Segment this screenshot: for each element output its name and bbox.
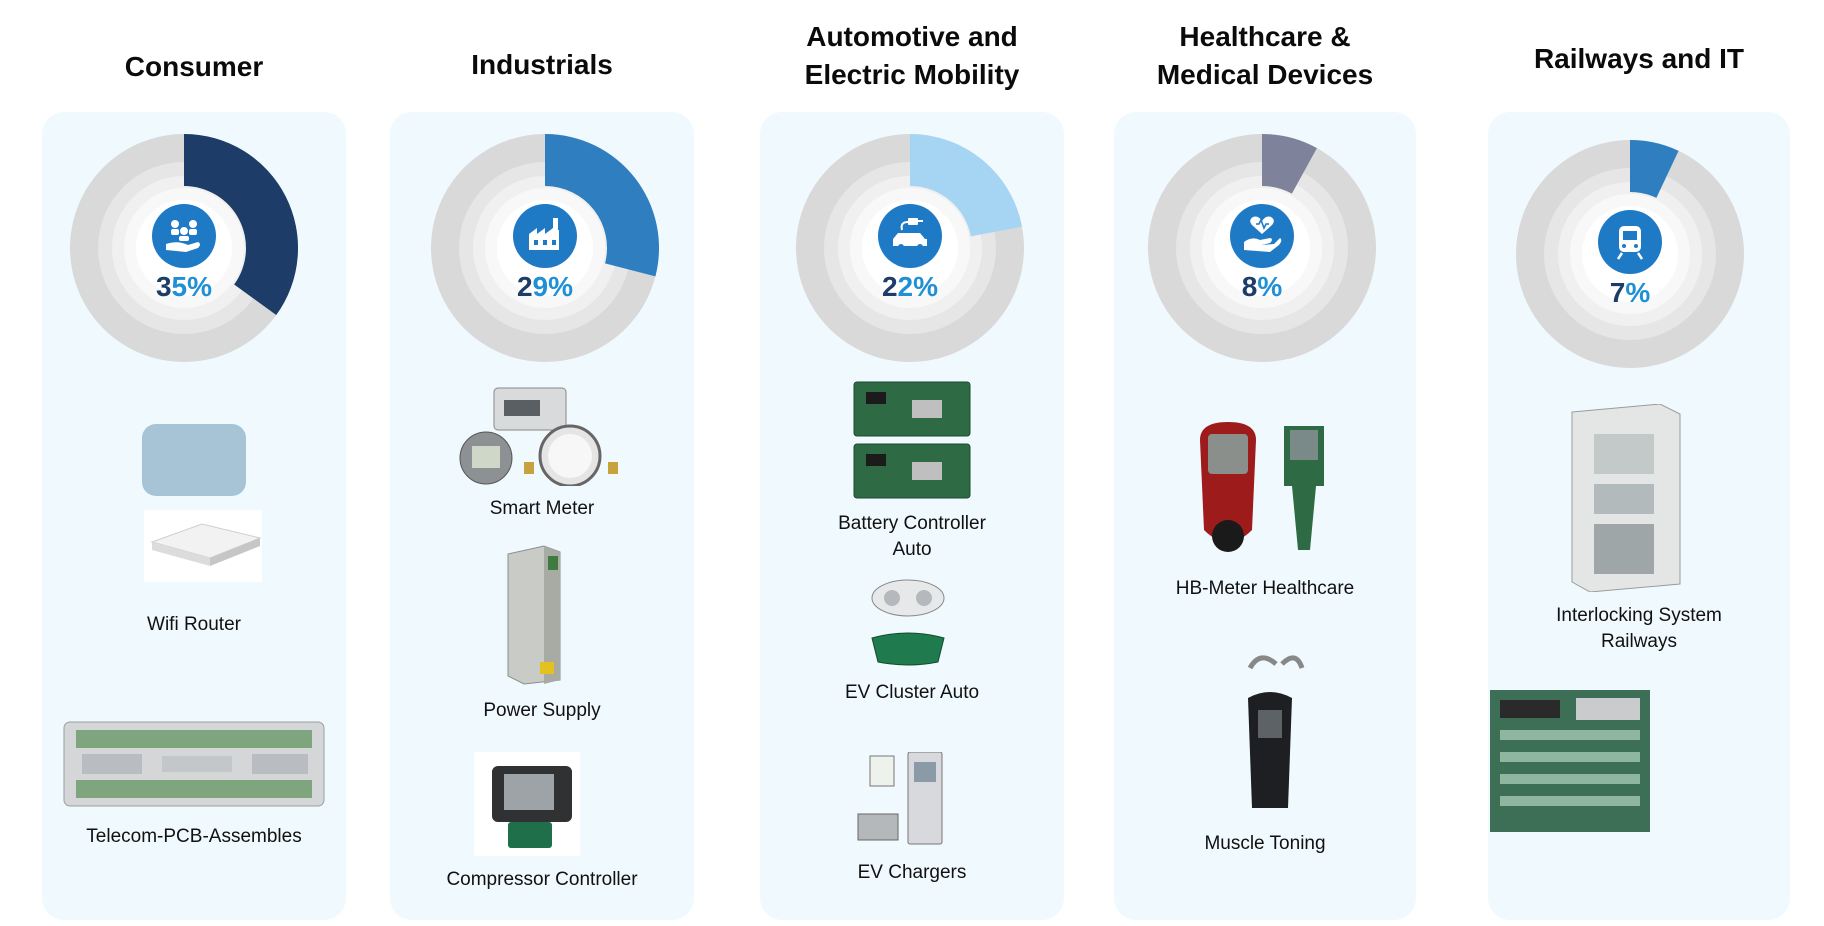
product-label-line: Telecom-PCB-Assembles: [86, 826, 302, 847]
segment-title: Automotive and Electric Mobility: [760, 18, 1064, 94]
donut-chart: 8%: [1148, 134, 1376, 362]
ev-chargers-image: [857, 752, 943, 845]
percent-label: 22%: [882, 271, 938, 302]
percent-label: 29%: [517, 271, 573, 302]
train-icon: [1616, 226, 1644, 260]
hand-holding-people-icon: [166, 220, 200, 252]
donut-chart: 29%: [431, 134, 659, 362]
donut-svg: 29%: [431, 134, 659, 362]
segment-title-line: Railways and IT: [1533, 43, 1745, 74]
donut-segment: [1630, 140, 1679, 198]
donut-svg: 35%: [70, 134, 298, 362]
muscle-toning-image: [1247, 655, 1305, 808]
segment-title-line: Automotive and: [806, 21, 1018, 52]
compressor-controller-image: [474, 752, 580, 856]
ev-cluster-image: [871, 579, 945, 666]
segment-column-consumer: Consumer 35% Wifi Router Telecom-PCB-Ass…: [42, 0, 346, 926]
product-label-line: EV Chargers: [857, 862, 967, 883]
donut-segment: [1262, 134, 1317, 194]
product-label-line: Power Supply: [483, 700, 601, 721]
segment-title: Railways and IT: [1488, 40, 1790, 78]
product-label-line: Smart Meter: [489, 498, 595, 519]
segment-title: Industrials: [390, 46, 694, 84]
product-label-line: Interlocking System: [1556, 605, 1722, 626]
product-label: EV Cluster Auto: [760, 680, 1064, 706]
electric-car-icon: [893, 218, 927, 250]
segment-title-line: Medical Devices: [1156, 59, 1374, 90]
donut-chart: 22%: [796, 134, 1024, 362]
donut-chart: 7%: [1516, 140, 1744, 368]
donut-svg: 22%: [796, 134, 1024, 362]
donut-chart: 35%: [70, 134, 298, 362]
donut-segment: [184, 134, 298, 316]
product-label: Muscle Toning: [1114, 831, 1416, 857]
donut-segment: [545, 134, 659, 277]
battery-controller-image: [853, 381, 971, 499]
heart-hand-icon: [1244, 216, 1282, 252]
railway-pcb-image: [1490, 690, 1650, 832]
factory-icon: [529, 218, 559, 250]
product-label: Wifi Router: [42, 612, 346, 638]
product-label: EV Chargers: [760, 860, 1064, 886]
hb-meter-image: [1200, 422, 1324, 552]
product-label-line: Compressor Controller: [446, 869, 638, 890]
interlocking-system-image: [1571, 404, 1681, 592]
product-label: HB-Meter Healthcare: [1114, 576, 1416, 602]
product-label: Power Supply: [390, 698, 694, 724]
product-label-line: Battery Controller: [838, 513, 986, 534]
product-label-line: Wifi Router: [147, 614, 241, 635]
product-label: Interlocking System Railways: [1488, 603, 1790, 655]
product-label-line: EV Cluster Auto: [844, 682, 980, 703]
segment-title-line: Healthcare &: [1179, 21, 1351, 52]
product-label-line: Auto: [892, 539, 932, 560]
segment-title-line: Electric Mobility: [804, 59, 1020, 90]
donut-svg: 8%: [1148, 134, 1376, 362]
percent-label: 7%: [1610, 277, 1651, 308]
percent-label: 35%: [156, 271, 212, 302]
wifi-router-image: [142, 424, 262, 582]
donut-svg: 7%: [1516, 140, 1744, 368]
product-label: Smart Meter: [390, 496, 694, 522]
product-label-line: HB-Meter Healthcare: [1175, 578, 1355, 599]
telecom-pcb-image: [63, 721, 325, 807]
donut-segment: [910, 134, 1022, 237]
product-label: Telecom-PCB-Assembles: [42, 824, 346, 850]
power-supply-image: [507, 545, 561, 685]
product-label: Compressor Controller: [390, 867, 694, 893]
segment-title: Healthcare & Medical Devices: [1114, 18, 1416, 94]
segment-column-industrials: Industrials 29% Smart Meter Power Supply…: [390, 0, 694, 926]
segment-title-line: Consumer: [124, 51, 264, 82]
smart-meter-image: [459, 387, 618, 486]
segment-title-line: Industrials: [471, 49, 613, 80]
segment-title: Consumer: [42, 48, 346, 86]
segment-column-healthcare: Healthcare & Medical Devices 8% HB-Meter…: [1114, 0, 1416, 926]
product-label-line: Railways: [1600, 631, 1678, 652]
percent-label: 8%: [1242, 271, 1283, 302]
segment-column-automotive: Automotive and Electric Mobility 22% Bat…: [760, 0, 1064, 926]
product-label-line: Muscle Toning: [1204, 833, 1326, 854]
icon-badge: [1230, 204, 1294, 268]
segment-column-railways: Railways and IT 7% Interlocking System R…: [1488, 0, 1790, 926]
product-label: Battery Controller Auto: [760, 511, 1064, 563]
